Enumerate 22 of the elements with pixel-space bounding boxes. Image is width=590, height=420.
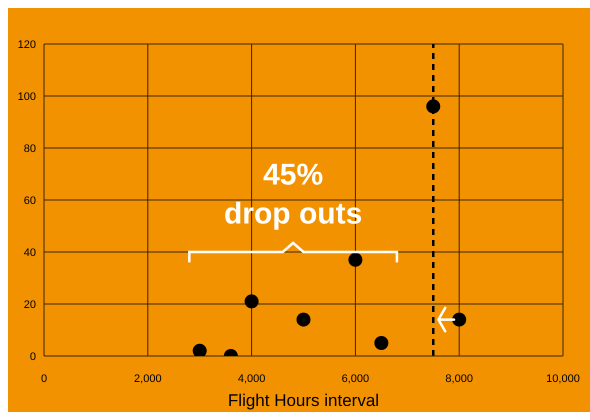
y-tick-label: 120: [18, 38, 36, 51]
x-tick-label: 8,000: [445, 372, 473, 385]
y-tick-label: 0: [30, 350, 36, 363]
x-tick-label: 10,000: [546, 372, 580, 385]
y-tick-label: 40: [24, 246, 36, 259]
point: [374, 336, 388, 350]
x-tick-label: 4,000: [238, 372, 266, 385]
point: [296, 312, 310, 327]
point: [452, 312, 466, 327]
point: [192, 344, 207, 356]
x-axis-title: Flight Hours interval: [228, 391, 380, 410]
y-tick-label: 100: [18, 90, 36, 103]
x-tick-label: 6,000: [342, 372, 370, 385]
point: [244, 294, 259, 308]
x-tick-label: 2,000: [134, 372, 162, 385]
y-tick-label: 80: [24, 142, 36, 155]
annotation: 45%: [263, 158, 324, 192]
y-tick-label: 60: [24, 194, 36, 207]
point: [348, 252, 362, 267]
x-tick-label: 0: [40, 372, 48, 385]
point: [426, 99, 440, 114]
y-tick-label: 20: [24, 298, 36, 311]
